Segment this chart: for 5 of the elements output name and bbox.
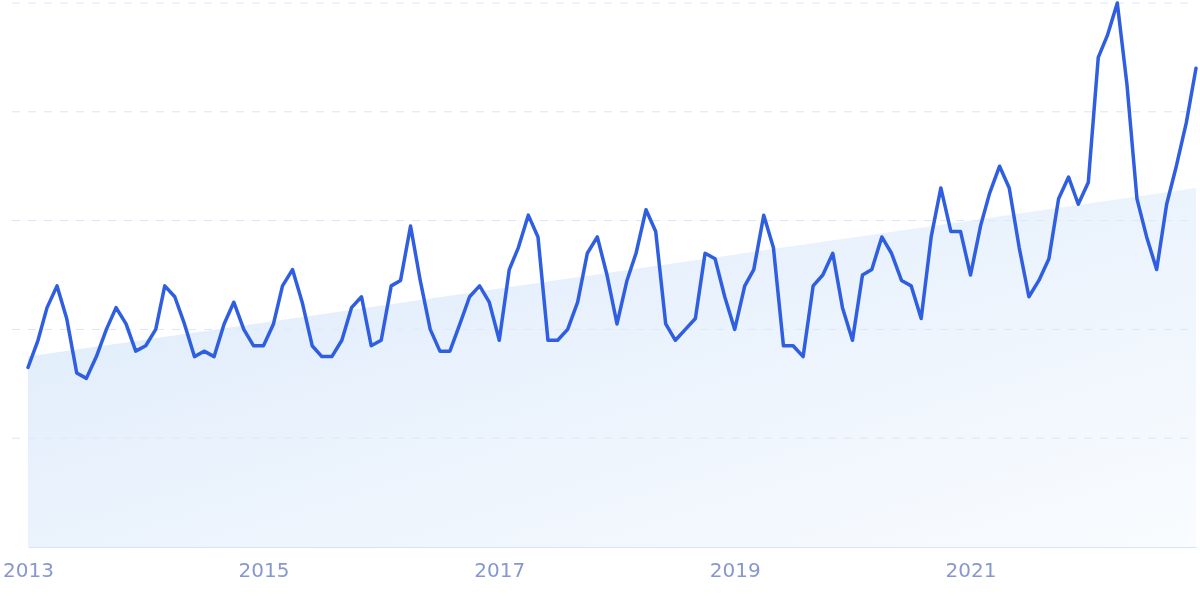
x-tick-label: 2019 [709, 558, 761, 583]
x-tick-label: 2021 [945, 558, 997, 583]
x-tick-label: 2015 [238, 558, 290, 583]
x-tick-label: 2017 [474, 558, 526, 583]
x-tick-label: 2013 [3, 558, 54, 583]
